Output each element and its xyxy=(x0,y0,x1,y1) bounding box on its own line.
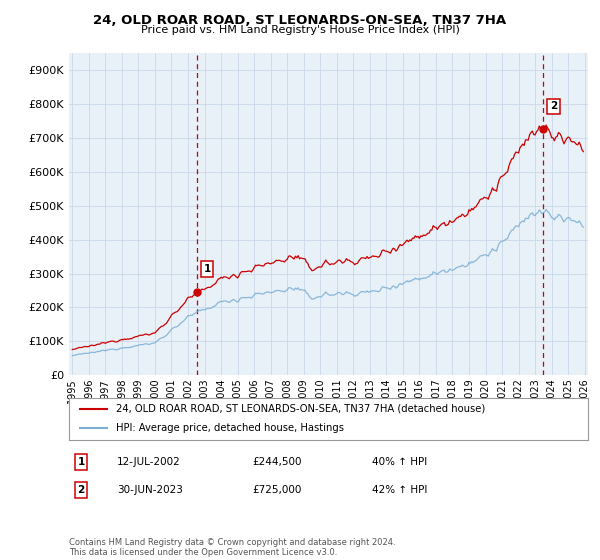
Text: £725,000: £725,000 xyxy=(252,485,301,495)
Text: £244,500: £244,500 xyxy=(252,457,302,467)
Text: 24, OLD ROAR ROAD, ST LEONARDS-ON-SEA, TN37 7HA (detached house): 24, OLD ROAR ROAD, ST LEONARDS-ON-SEA, T… xyxy=(116,404,485,414)
Text: 12-JUL-2002: 12-JUL-2002 xyxy=(117,457,181,467)
Text: 30-JUN-2023: 30-JUN-2023 xyxy=(117,485,183,495)
Text: 1: 1 xyxy=(77,457,85,467)
Text: 2: 2 xyxy=(77,485,85,495)
Text: Price paid vs. HM Land Registry's House Price Index (HPI): Price paid vs. HM Land Registry's House … xyxy=(140,25,460,35)
Text: 2: 2 xyxy=(550,101,557,111)
Text: 42% ↑ HPI: 42% ↑ HPI xyxy=(372,485,427,495)
Text: 24, OLD ROAR ROAD, ST LEONARDS-ON-SEA, TN37 7HA: 24, OLD ROAR ROAD, ST LEONARDS-ON-SEA, T… xyxy=(94,14,506,27)
Text: 40% ↑ HPI: 40% ↑ HPI xyxy=(372,457,427,467)
Text: 1: 1 xyxy=(203,264,211,274)
Text: Contains HM Land Registry data © Crown copyright and database right 2024.
This d: Contains HM Land Registry data © Crown c… xyxy=(69,538,395,557)
Text: HPI: Average price, detached house, Hastings: HPI: Average price, detached house, Hast… xyxy=(116,423,344,433)
